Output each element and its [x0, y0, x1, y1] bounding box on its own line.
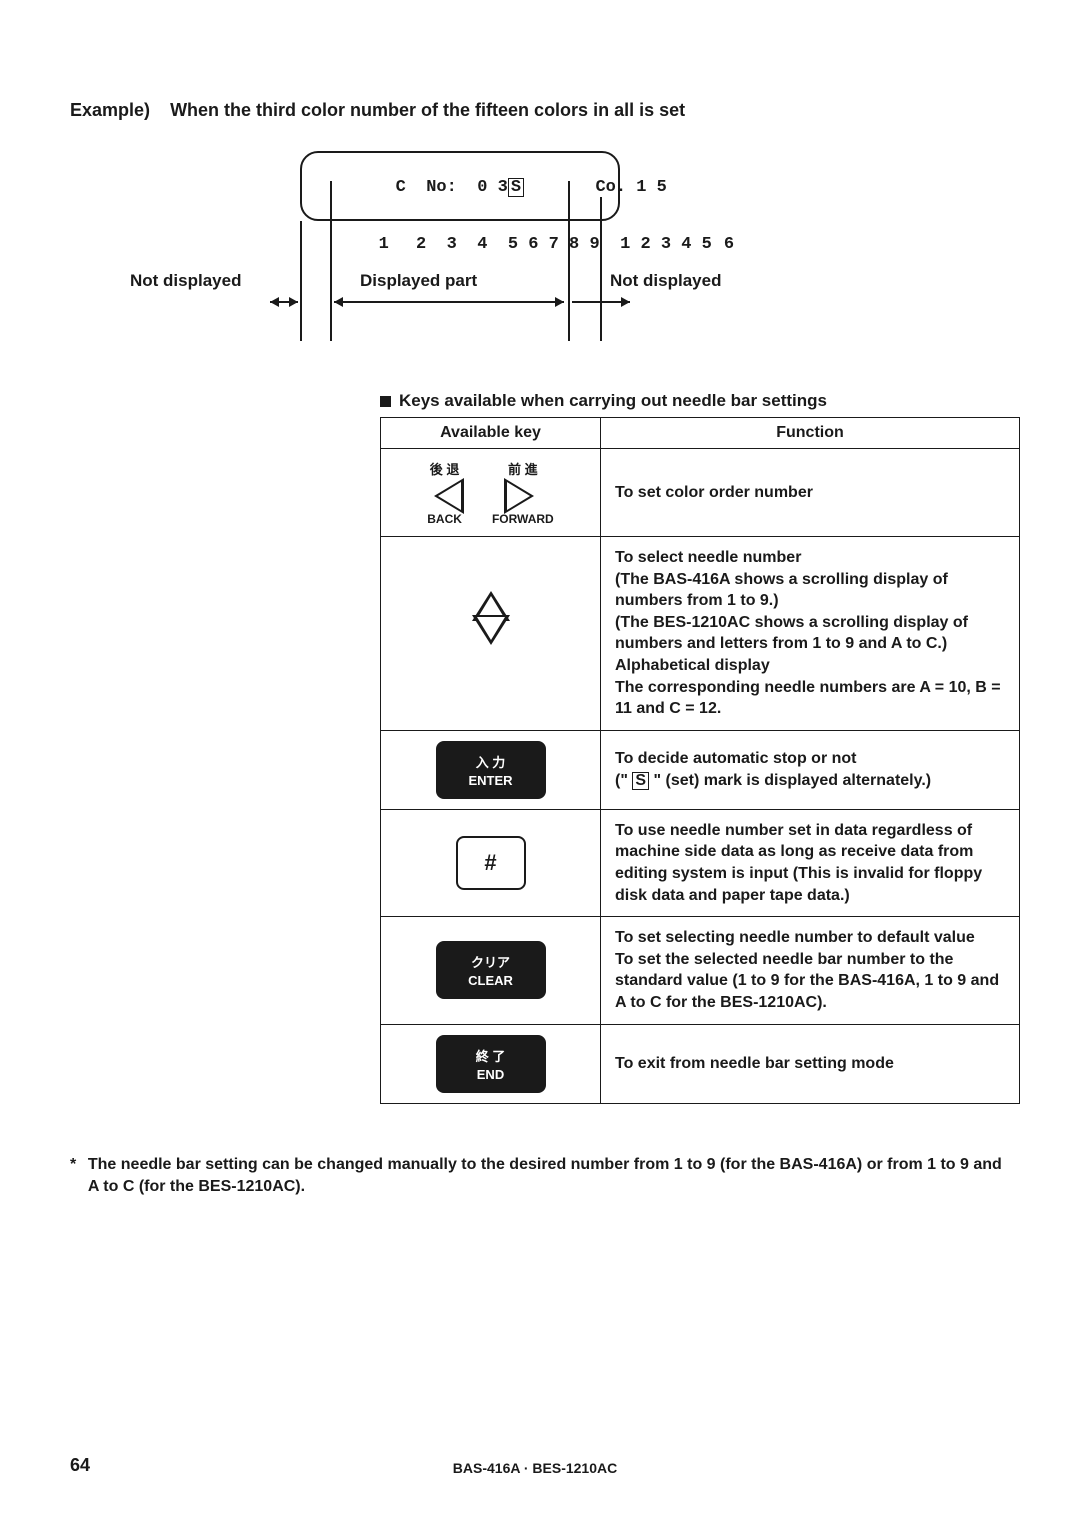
jp-enter: 入 力 [476, 752, 506, 771]
lcd-diagram: C No: 0 3S Co. 1 5 1 2 3 4 5 6 7 8 9 1 2… [130, 151, 830, 371]
label-displayed-part: Displayed part [360, 271, 477, 291]
guide-line [600, 197, 602, 341]
lcd-row2-1: 1 [379, 235, 389, 254]
enter-key-icon: 入 力 ENTER [436, 741, 546, 799]
label-not-displayed-right: Not displayed [610, 271, 721, 291]
footnote: * The needle bar setting can be changed … [70, 1154, 1010, 1199]
back-icon [432, 480, 458, 512]
lcd-s-mark: S [508, 178, 524, 197]
func-cell: To use needle number set in data regardl… [601, 809, 1020, 916]
key-hash: # [381, 809, 601, 916]
table-row: 後 退 BACK 前 進 FORWARD To set color order … [381, 449, 1020, 537]
range-arrow [270, 301, 298, 303]
range-arrow [334, 301, 564, 303]
clear-key-icon: クリア CLEAR [436, 941, 546, 999]
label-not-displayed-left: Not displayed [130, 271, 241, 291]
lcd-row1-left: C No: 0 3 [396, 178, 508, 197]
key-back-forward: 後 退 BACK 前 進 FORWARD [381, 449, 601, 537]
doc-id: BAS-416A · BES-1210AC [453, 1460, 617, 1476]
th-available-key: Available key [381, 418, 601, 449]
bullet-icon [380, 396, 391, 407]
footnote-text: The needle bar setting can be changed ma… [88, 1154, 1010, 1199]
en-forward: FORWARD [492, 512, 554, 526]
asterisk-icon: * [70, 1154, 88, 1199]
table-row: 入 力 ENTER To decide automatic stop or no… [381, 730, 1020, 809]
guide-line [568, 181, 570, 341]
jp-back: 後 退 [430, 459, 460, 478]
table-row: # To use needle number set in data regar… [381, 809, 1020, 916]
guide-line [330, 181, 332, 341]
table-header-row: Available key Function [381, 418, 1020, 449]
forward-icon [510, 480, 536, 512]
hash-key-icon: # [456, 836, 526, 890]
lcd-row2-mid: 2 3 4 5 6 7 8 9 1 2 3 4 5 [406, 235, 712, 254]
func-cell: To exit from needle bar setting mode [601, 1024, 1020, 1103]
keys-heading-text: Keys available when carrying out needle … [399, 391, 827, 410]
table-row: To select needle number (The BAS-416A sh… [381, 537, 1020, 731]
jp-clear: クリア [471, 952, 510, 971]
range-arrow [572, 301, 630, 303]
lcd-row2-6: 6 [724, 235, 734, 254]
key-clear: クリア CLEAR [381, 917, 601, 1024]
page-footer: 64 BAS-416A · BES-1210AC [70, 1455, 1010, 1476]
table-row: クリア CLEAR To set selecting needle number… [381, 917, 1020, 1024]
table-row: 終 了 END To exit from needle bar setting … [381, 1024, 1020, 1103]
key-end: 終 了 END [381, 1024, 601, 1103]
lcd-display: C No: 0 3S Co. 1 5 1 2 3 4 5 6 7 8 9 1 2… [300, 151, 620, 221]
func-cell: To select needle number (The BAS-416A sh… [601, 537, 1020, 731]
func-cell: To set selecting needle number to defaul… [601, 917, 1020, 1024]
func-post: " (set) mark is displayed alternately.) [649, 772, 931, 789]
th-function: Function [601, 418, 1020, 449]
jp-forward: 前 進 [508, 459, 538, 478]
en-end: END [477, 1067, 504, 1082]
key-up-down [381, 537, 601, 731]
keys-table: Available key Function 後 退 BACK 前 進 FORW… [380, 417, 1020, 1104]
jp-end: 終 了 [476, 1046, 506, 1065]
guide-line [300, 221, 302, 341]
en-enter: ENTER [468, 773, 512, 788]
example-heading: Example) When the third color number of … [70, 100, 1010, 121]
page-number: 64 [70, 1455, 90, 1476]
func-cell: To decide automatic stop or not (" S " (… [601, 730, 1020, 809]
en-back: BACK [427, 512, 462, 526]
key-enter: 入 力 ENTER [381, 730, 601, 809]
lcd-row1-right: Co. 1 5 [524, 178, 667, 197]
keys-heading: Keys available when carrying out needle … [380, 391, 1010, 411]
func-cell: To set color order number [601, 449, 1020, 537]
example-text: When the third color number of the fifte… [170, 100, 685, 120]
end-key-icon: 終 了 END [436, 1035, 546, 1093]
s-mark-icon: S [632, 772, 649, 790]
example-label: Example) [70, 100, 150, 120]
en-clear: CLEAR [468, 973, 513, 988]
